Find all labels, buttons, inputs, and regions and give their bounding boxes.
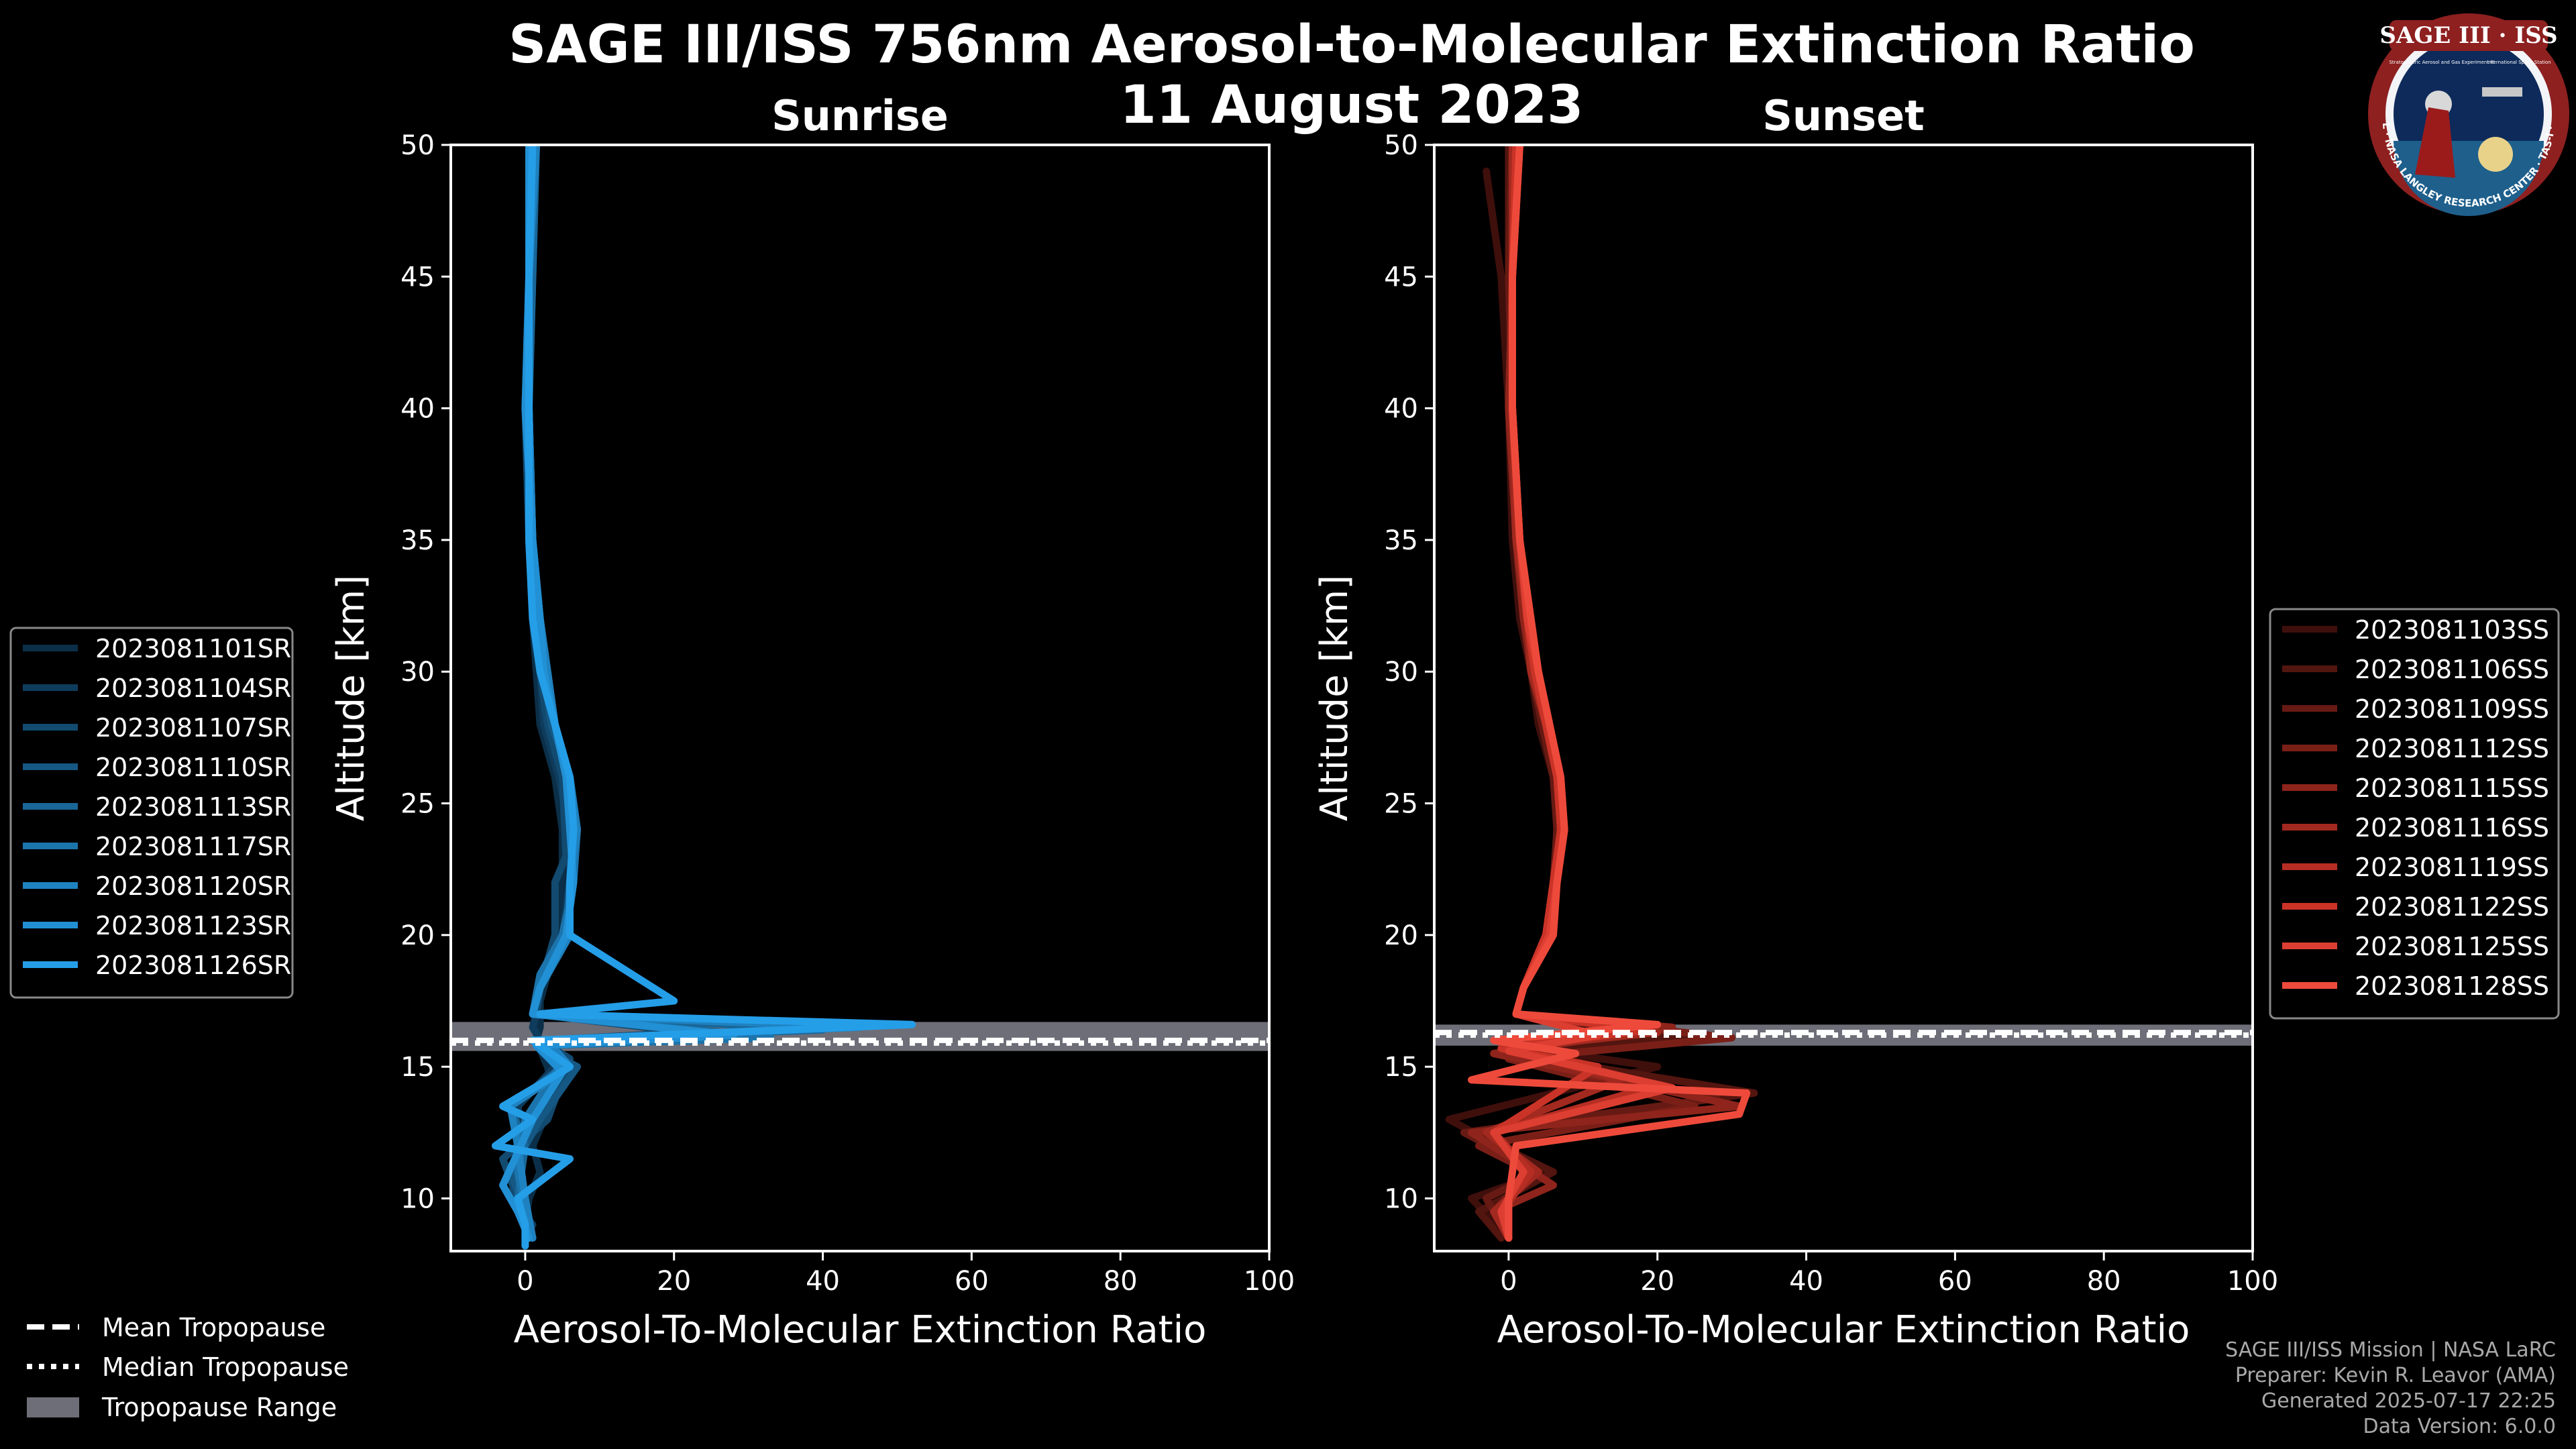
sunrise-axes-frame: [449, 144, 1271, 1252]
sunrise-ytick-label: 10: [400, 1183, 435, 1214]
sunset-panel-title: Sunset: [1762, 91, 1925, 140]
sage-iii-iss-logo: SAGE III · ISS Stratospheric Aerosol and…: [2368, 13, 2569, 216]
sunrise-yaxis-label: Altitude [km]: [329, 575, 373, 821]
credits-generated: Generated 2025-07-17 22:25: [2261, 1389, 2556, 1413]
sunrise-ytick-label: 25: [400, 789, 435, 820]
sunrise-panel: Sunrise 0 20 40 60 80 100 10 15 20 25 30 35 40 45 50 Aer…: [329, 91, 1295, 1352]
sunrise-ytick-label: 35: [400, 525, 435, 556]
sunrise-legend-box: [9, 627, 294, 999]
sunrise-ytick-label: 45: [400, 262, 435, 292]
sunset-legend-label-2023081119SS: 2023081119SS: [2355, 853, 2549, 882]
sunrise-xaxis-label: Aerosol-To-Molecular Extinction Ratio: [514, 1308, 1207, 1352]
sunrise-ytick-label: 30: [400, 657, 435, 688]
sunrise-legend-label-2023081107SR: 2023081107SR: [95, 713, 291, 743]
logo-sun-icon: [2478, 137, 2513, 172]
sunset-ytick-label: 40: [1384, 394, 1418, 425]
sunset-xtick-label: 100: [2227, 1266, 2278, 1297]
sunset-ytick-label: 35: [1384, 525, 1418, 556]
sunrise-plot-area: [451, 145, 1269, 1250]
sunrise-legend-label-2023081126SR: 2023081126SR: [95, 951, 291, 980]
tropopause-legend: Mean Tropopause Median Tropopause Tropop…: [27, 1313, 349, 1422]
sunset-xtick-label: 20: [1640, 1266, 1674, 1297]
sunset-axes-frame: [1433, 144, 2254, 1252]
tropopause-range-label: Tropopause Range: [101, 1393, 337, 1422]
sunrise-legend-label-2023081120SR: 2023081120SR: [95, 871, 291, 901]
sunset-legend-label-2023081125SS: 2023081125SS: [2355, 932, 2549, 961]
sunrise-ytick-label: 15: [400, 1052, 435, 1083]
sunrise-ytick-label: 20: [400, 920, 435, 951]
sunrise-panel-title: Sunrise: [771, 91, 949, 140]
sunset-xtick-label: 80: [2087, 1266, 2121, 1297]
sunrise-legend-label-2023081123SR: 2023081123SR: [95, 911, 291, 941]
logo-figure-icon: [2415, 107, 2455, 178]
sunset-legend-label-2023081112SS: 2023081112SS: [2355, 734, 2549, 763]
sunrise-legend-label-2023081113SR: 2023081113SR: [95, 792, 291, 822]
logo-station-icon: [2482, 87, 2522, 97]
sunset-plot-area: [1434, 145, 2253, 1242]
sunrise-legend-label-2023081117SR: 2023081117SR: [95, 832, 291, 861]
sunrise-xtick-label: 60: [955, 1266, 989, 1297]
sunset-ytick-label: 15: [1384, 1052, 1418, 1083]
sunset-xtick-label: 0: [1500, 1266, 1517, 1297]
figure-subtitle-date: 11 August 2023: [1120, 75, 1584, 136]
sunset-legend-label-2023081106SS: 2023081106SS: [2355, 655, 2549, 684]
credits-mission: SAGE III/ISS Mission | NASA LaRC: [2225, 1338, 2556, 1362]
median-tropopause-label: Median Tropopause: [102, 1352, 349, 1382]
sunrise-xtick-label: 80: [1104, 1266, 1138, 1297]
sunrise-xtick-label: 20: [657, 1266, 691, 1297]
mean-tropopause-label: Mean Tropopause: [102, 1313, 325, 1342]
sunset-legend-label-2023081109SS: 2023081109SS: [2355, 694, 2549, 724]
credits-preparer: Preparer: Kevin R. Leavor (AMA): [2235, 1364, 2556, 1387]
logo-station-text: International Space Station: [2487, 60, 2551, 65]
sunset-legend-label-2023081122SS: 2023081122SS: [2355, 892, 2549, 922]
logo-subtitle: Stratospheric Aerosol and Gas Experiment…: [2389, 60, 2494, 65]
sunrise-legend-label-2023081101SR: 2023081101SR: [95, 634, 291, 663]
sunset-ytick-label: 45: [1384, 262, 1418, 292]
sunrise-ytick-label: 40: [400, 394, 435, 425]
sunset-ytick-label: 30: [1384, 657, 1418, 688]
sunrise-series-2023081126SR: [492, 145, 916, 1250]
figure-title: SAGE III/ISS 756nm Aerosol-to-Molecular …: [508, 15, 2195, 75]
sunset-xaxis-label: Aerosol-To-Molecular Extinction Ratio: [1497, 1308, 2190, 1352]
sunset-legend-label-2023081115SS: 2023081115SS: [2355, 773, 2549, 803]
sunset-legend-label-2023081103SS: 2023081103SS: [2355, 615, 2549, 645]
sunrise-legend: 2023081101SR 2023081104SR 2023081107SR 2023…: [9, 627, 294, 999]
sunrise-xtick-label: 0: [517, 1266, 533, 1297]
sunset-legend-box: [2269, 608, 2560, 1020]
logo-title: SAGE III · ISS: [2379, 22, 2557, 49]
sunrise-ytick-label: 50: [400, 130, 435, 161]
sunset-ytick-label: 10: [1384, 1183, 1418, 1214]
sunset-legend-label-2023081128SS: 2023081128SS: [2355, 971, 2549, 1001]
sunset-panel: Sunset 0 20 40 60 80 100 10 15 20 25 30 35 40 45 50 Aero…: [1313, 91, 2278, 1352]
sunset-series-2023081128SS: [1468, 145, 1751, 1242]
sunset-xtick-label: 60: [1938, 1266, 1972, 1297]
sunrise-legend-label-2023081110SR: 2023081110SR: [95, 753, 291, 782]
sunset-ytick-label: 25: [1384, 789, 1418, 820]
sunset-yaxis-label: Altitude [km]: [1313, 575, 1356, 821]
sunset-legend-label-2023081116SS: 2023081116SS: [2355, 813, 2549, 843]
sunrise-legend-label-2023081104SR: 2023081104SR: [95, 674, 291, 703]
sunset-ytick-label: 50: [1384, 130, 1418, 161]
sunrise-xtick-label: 100: [1244, 1266, 1295, 1297]
sunrise-xtick-label: 40: [806, 1266, 840, 1297]
sunset-xtick-label: 40: [1789, 1266, 1823, 1297]
tropopause-range-swatch: [27, 1397, 79, 1417]
credits: SAGE III/ISS Mission | NASA LaRC Prepare…: [2225, 1338, 2556, 1440]
sunset-legend: 2023081103SS 2023081106SS 2023081109SS 2023…: [2269, 608, 2560, 1020]
sunset-ytick-label: 20: [1384, 920, 1418, 951]
credits-data-version: Data Version: 6.0.0: [2363, 1415, 2556, 1438]
logo-banner: [2390, 20, 2548, 51]
